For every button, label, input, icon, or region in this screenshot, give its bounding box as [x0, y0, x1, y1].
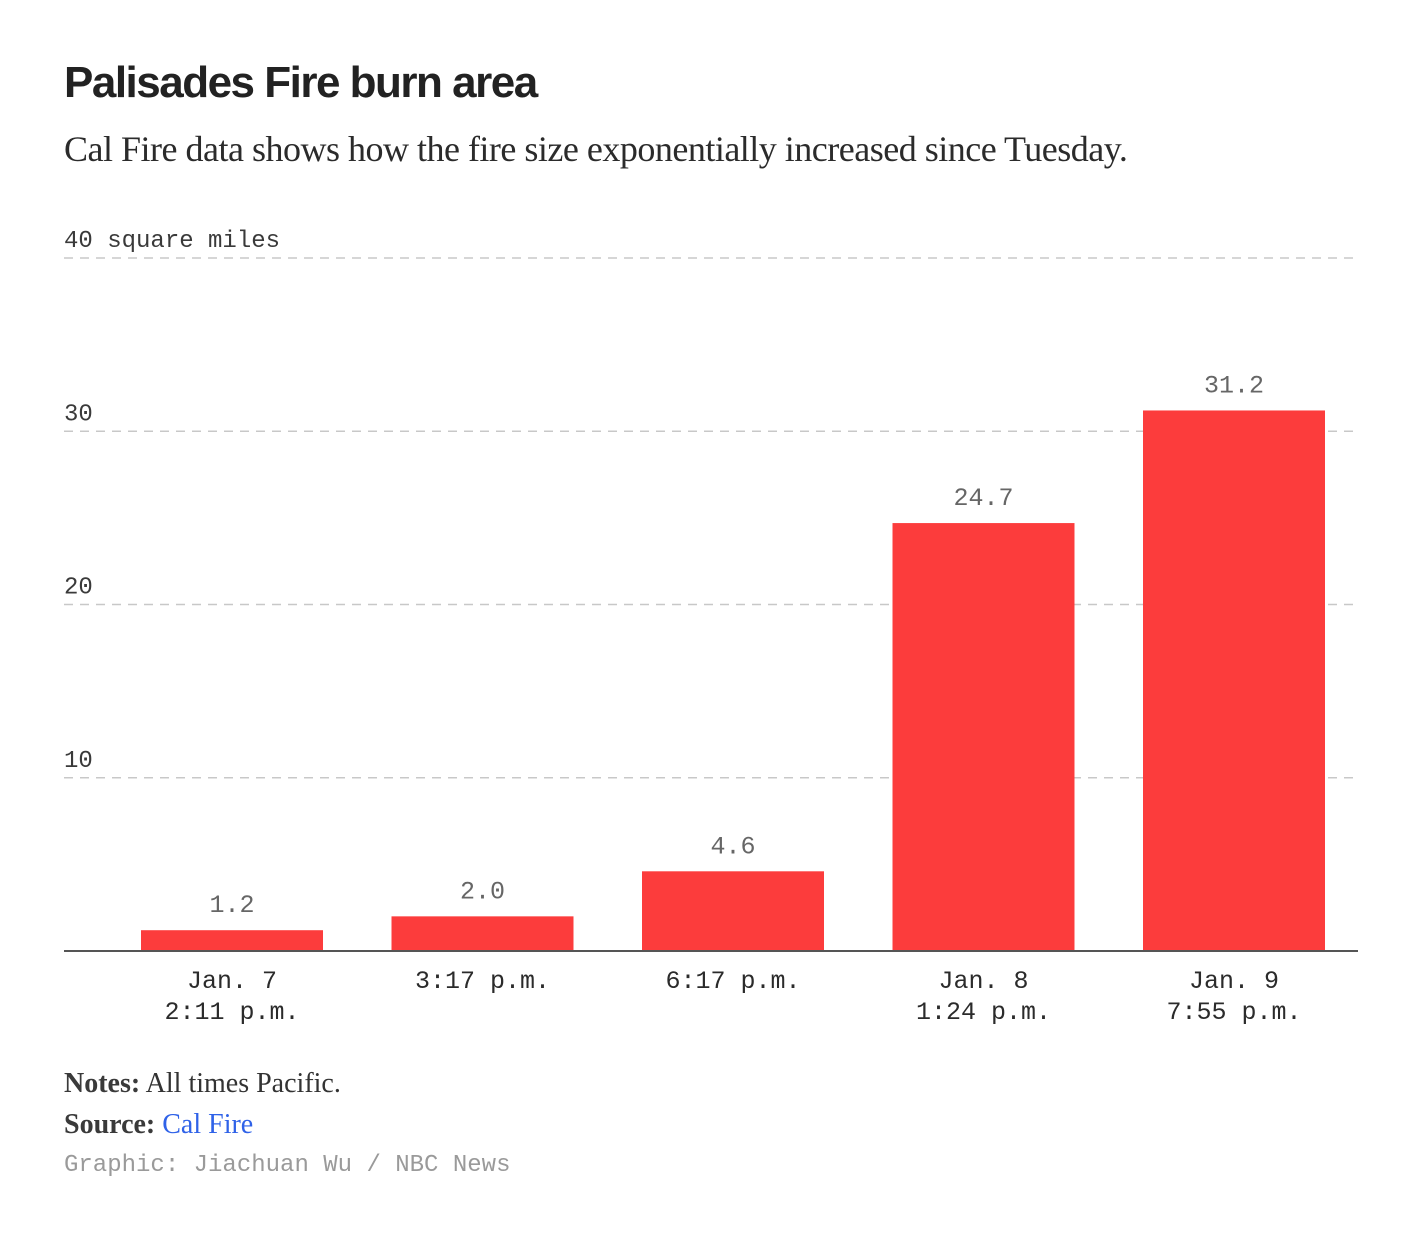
y-tick-label: 40 square miles: [64, 228, 280, 255]
value-labels: 1.2 2.0 4.6 24.7 31.2: [209, 371, 1264, 920]
chart-title: Palisades Fire burn area: [64, 58, 538, 107]
data-label: 31.2: [1204, 371, 1264, 400]
bar: [642, 871, 824, 951]
gridlines: 10 20 30 40 square miles: [64, 228, 1358, 779]
chart-subtitle: Cal Fire data shows how the fire size ex…: [64, 129, 1128, 169]
source-link[interactable]: Cal Fire: [162, 1109, 254, 1140]
notes-text: All times Pacific.: [145, 1068, 341, 1099]
bar: [1143, 410, 1325, 952]
y-tick-label: 20: [64, 575, 93, 602]
x-tick-label: 6:17 p.m.: [665, 967, 800, 996]
data-label: 2.0: [460, 877, 505, 906]
data-label: 24.7: [953, 484, 1013, 513]
notes: Notes: All times Pacific.: [64, 1068, 341, 1100]
bar: [141, 930, 323, 951]
notes-label: Notes:: [64, 1068, 141, 1099]
x-tick-label: 1:24 p.m.: [916, 998, 1051, 1027]
data-label: 1.2: [209, 891, 254, 920]
x-tick-label: 3:17 p.m.: [415, 967, 550, 996]
x-tick-label: Jan. 9: [1189, 967, 1279, 996]
x-tick-label: Jan. 8: [938, 967, 1028, 996]
bar: [892, 523, 1075, 951]
x-axis: Jan. 72:11 p.m. 3:17 p.m. 6:17 p.m. Jan. 81…: [64, 950, 1358, 1027]
y-tick-label: 10: [64, 748, 93, 775]
x-tick-label: 7:55 p.m.: [1166, 998, 1301, 1027]
graphic-credit: Graphic: Jiachuan Wu / NBC News: [64, 1152, 511, 1179]
x-tick-label: Jan. 7: [187, 967, 277, 996]
bars: [141, 410, 1325, 952]
x-tick-label: 2:11 p.m.: [164, 998, 299, 1027]
bar: [391, 916, 574, 951]
source: Source: Cal Fire: [64, 1109, 253, 1141]
source-label: Source:: [64, 1109, 156, 1140]
data-label: 4.6: [710, 832, 755, 861]
y-tick-label: 30: [64, 401, 93, 428]
